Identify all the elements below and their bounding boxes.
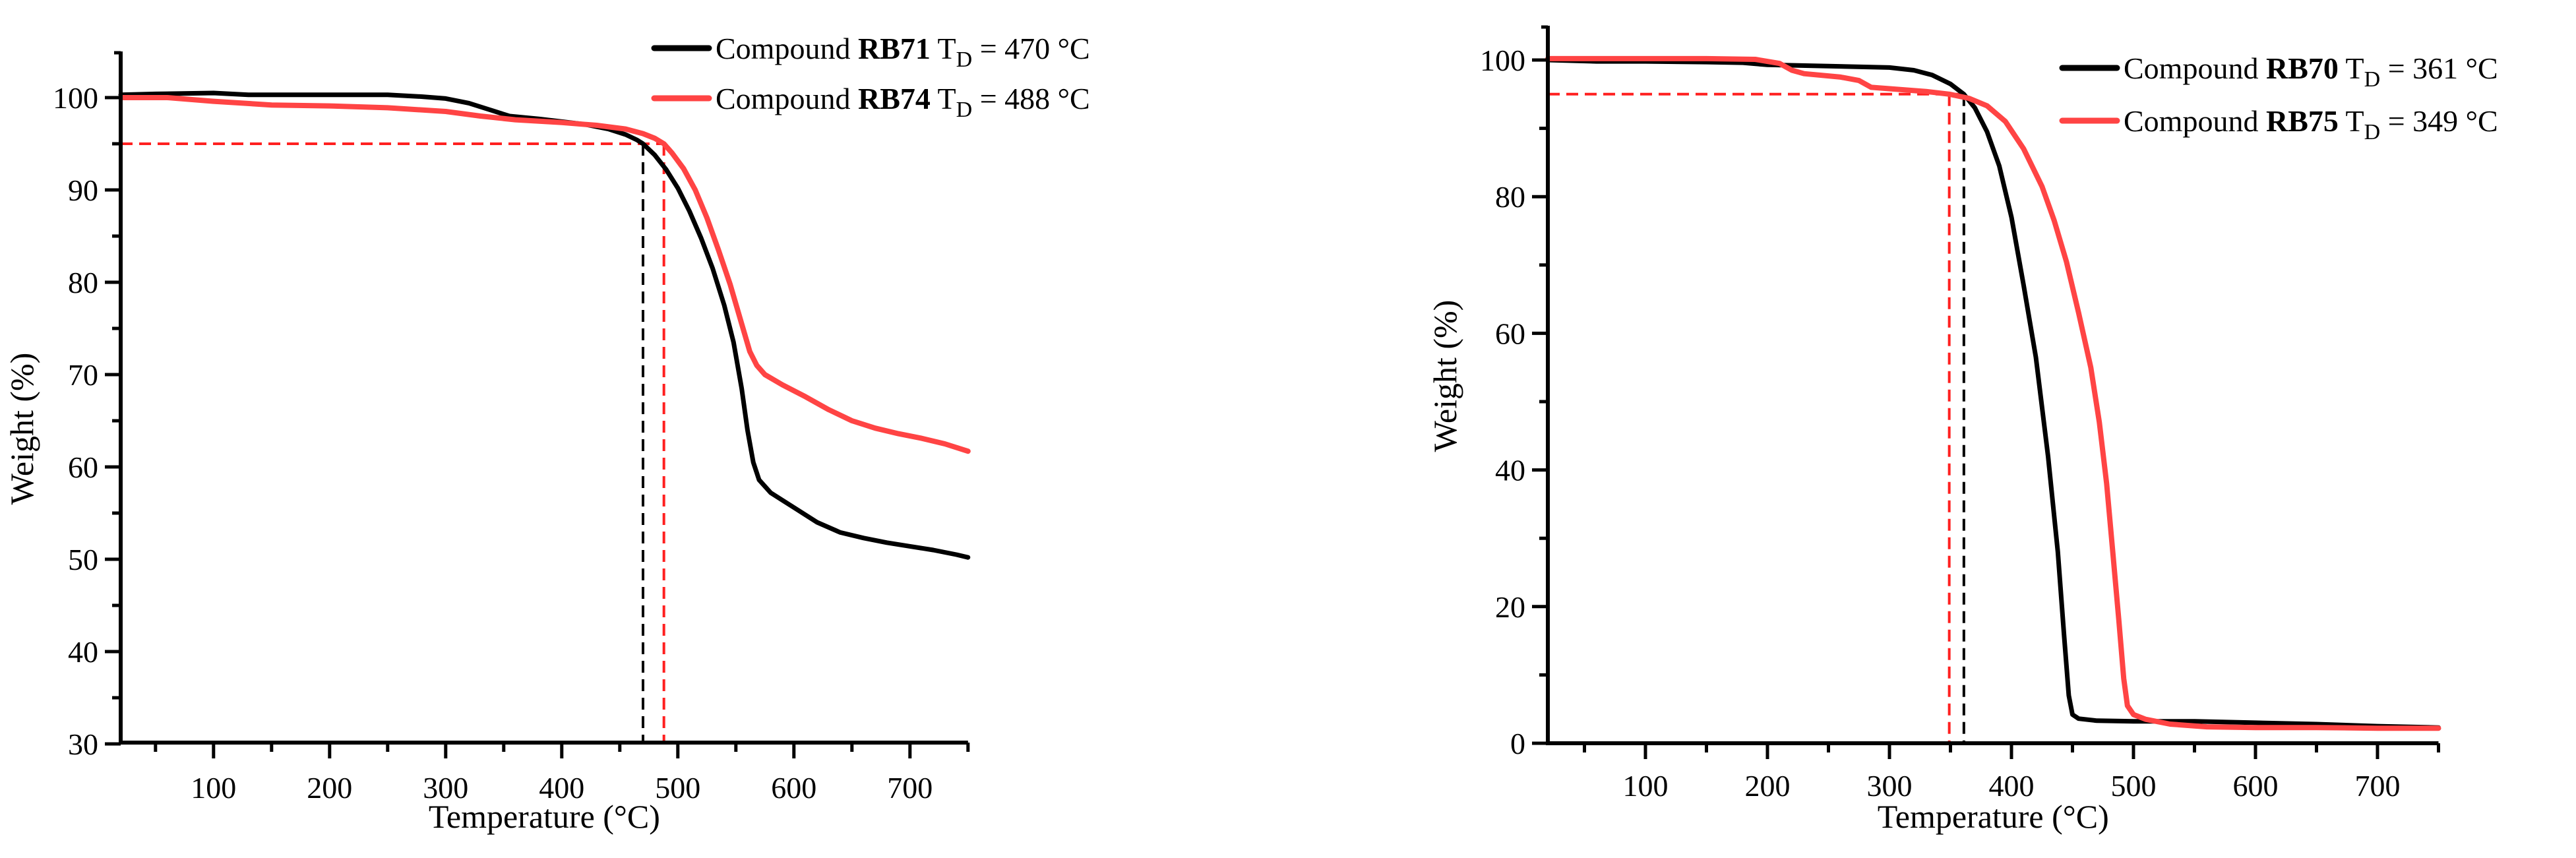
legend-space (931, 82, 938, 115)
x-tick-label: 400 (539, 771, 584, 805)
y-tick-label: 40 (1495, 454, 1525, 487)
right-tga-chart: 100 200 300 400 500 600 700 0 20 40 60 80 100 Tempera… (1426, 25, 2498, 835)
y-tick-label: 100 (1480, 44, 1525, 77)
y-tick-label: 70 (68, 358, 98, 392)
x-tick-label: 300 (423, 771, 468, 805)
legend-label-bold: RB71 (858, 32, 931, 65)
x-tick-label: 500 (655, 771, 700, 805)
y-tick-label: 80 (68, 266, 98, 299)
x-tick-label: 600 (2233, 769, 2279, 803)
legend-item-rb75: Compound RB75 TD = 349 °C (2059, 104, 2498, 144)
y-tick-label: 100 (53, 81, 98, 115)
legend-space (931, 32, 938, 65)
x-axis-title: Temperature (°C) (1878, 798, 2109, 835)
legend-item-rb71: Compound RB71 TD = 470 °C (651, 32, 1090, 72)
x-tick-label: 200 (1745, 769, 1791, 803)
x-tick-label: 400 (1989, 769, 2035, 803)
legend-label-bold: RB70 (2266, 51, 2339, 85)
x-tick-label: 200 (307, 771, 352, 805)
series-line-rb70 (1545, 57, 2441, 730)
y-tick-label: 60 (1495, 317, 1525, 350)
legend-label-suffix-sub: D (956, 98, 973, 122)
x-tick-label: 300 (1867, 769, 1913, 803)
legend-label-bold: RB74 (858, 82, 931, 115)
y-tick-label: 50 (68, 543, 98, 576)
x-tick-label: 700 (887, 771, 933, 805)
legend-label-suffix-T: T (938, 32, 956, 65)
legend-item-rb74: Compound RB74 TD = 488 °C (651, 82, 1090, 122)
x-tick-label: 600 (771, 771, 816, 805)
y-axis-title: Weight (%) (3, 353, 40, 505)
legend-label: Compound RB70 TD = 361 °C (2124, 51, 2498, 92)
legend-label-suffix-T: T (2346, 51, 2364, 85)
y-tick-label: 90 (68, 173, 98, 207)
legend-label-value: = 470 °C (972, 32, 1090, 65)
y-tick-label: 20 (1495, 590, 1525, 624)
legend-label-value: = 349 °C (2380, 104, 2498, 138)
legend-label-suffix-sub: D (2364, 120, 2381, 144)
x-tick-label: 100 (191, 771, 236, 805)
y-tick-label: 30 (68, 727, 98, 761)
legend-label-suffix-sub: D (2364, 67, 2381, 92)
left-tga-chart: 100 200 300 400 500 600 700 30 40 50 60 70 80 90 100 Te… (3, 32, 1090, 835)
legend-label-prefix: Compound (2124, 104, 2266, 138)
legend-label-bold: RB75 (2266, 104, 2339, 138)
y-tick-label: 60 (68, 450, 98, 484)
y-tick-label: 40 (68, 635, 98, 669)
x-tick-label: 100 (1623, 769, 1669, 803)
legend-label-prefix: Compound (716, 32, 858, 65)
legend-label: Compound RB75 TD = 349 °C (2124, 104, 2498, 144)
legend-label-value: = 488 °C (972, 82, 1090, 115)
legend-label-value: = 361 °C (2380, 51, 2498, 85)
x-tick-label: 500 (2111, 769, 2157, 803)
legend-space (2339, 51, 2346, 85)
legend-space (2339, 104, 2346, 138)
y-tick-label: 0 (1510, 727, 1525, 760)
series-line-rb74 (118, 95, 971, 454)
legend-label-suffix-T: T (938, 82, 956, 115)
x-tick-label: 700 (2355, 769, 2401, 803)
series-line-rb75 (1545, 55, 2441, 731)
legend-label-suffix-T: T (2346, 104, 2364, 138)
legend-label-prefix: Compound (716, 82, 858, 115)
x-axis-title: Temperature (°C) (429, 798, 660, 835)
y-tick-label: 80 (1495, 180, 1525, 214)
legend-label: Compound RB71 TD = 470 °C (716, 32, 1090, 72)
legend-label-suffix-sub: D (956, 47, 973, 72)
y-axis-title: Weight (%) (1426, 300, 1463, 452)
legend-label: Compound RB74 TD = 488 °C (716, 82, 1090, 122)
legend-label-prefix: Compound (2124, 51, 2266, 85)
legend-item-rb70: Compound RB70 TD = 361 °C (2059, 51, 2498, 92)
series-line-rb71 (118, 90, 971, 560)
